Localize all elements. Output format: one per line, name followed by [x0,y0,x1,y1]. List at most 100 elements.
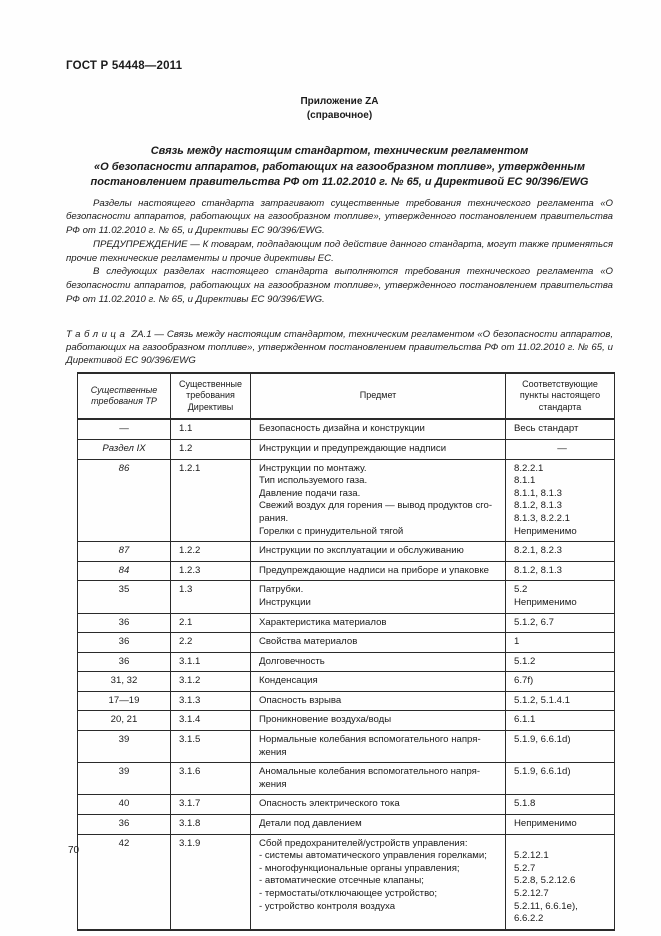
cell-standard-clauses: — [505,438,615,460]
col-header-standard-clauses: Соответствующие пункты настоящего станда… [505,372,615,421]
table-row: 36 3.1.1 Долговечность 5.1.2 [77,651,615,673]
cell-standard-clauses: 5.1.8 [505,794,615,816]
cell-subject: Патрубки. Инструкции [250,580,506,614]
table-caption-word: Таблица [66,328,129,340]
cell-tr-requirement: — [77,418,171,440]
cell-directive-requirement: 3.1.7 [170,794,251,816]
table-row: 36 2.1 Характеристика материалов 5.1.2, 6.7 [77,612,615,634]
cell-standard-clauses: 5.1.2 [505,651,615,673]
appendix-heading: Приложение ZA (справочное) [66,95,613,123]
cell-standard-clauses: 8.2.1, 8.2.3 [505,541,615,562]
table-caption: Таблица ZA.1 — Связь между настоящим ста… [66,328,613,367]
cell-standard-clauses: 8.1.2, 8.1.3 [505,560,615,582]
table-header-row: Существенные требования ТР Существенные … [77,372,615,421]
cell-subject: Опасность электрического тока [250,794,506,816]
cell-tr-requirement: Раздел IX [77,438,171,460]
col-header-tr-requirements: Существенные требования ТР [77,372,171,421]
cell-directive-requirement: 1.3 [170,580,251,614]
cell-subject: Сбой предохранителей/устройств управлени… [250,833,506,931]
table-row: Раздел IX 1.2 Инструкции и предупреждающие… [77,438,615,460]
cell-tr-requirement: 36 [77,612,171,634]
table-row: 40 3.1.7 Опасность электрического тока 5.1.… [77,794,615,816]
cell-standard-clauses: 5.1.9, 6.6.1d) [505,730,615,764]
cell-directive-requirement: 3.1.6 [170,762,251,796]
table-row: 20, 21 3.1.4 Проникновение воздуха/воды 6.1… [77,710,615,732]
cell-tr-requirement: 36 [77,632,171,653]
cell-subject: Свойства материалов [250,632,506,653]
cell-subject: Конденсация [250,671,506,692]
table-row: 35 1.3 Патрубки. Инструкции 5.2 Неприменимо [77,580,615,614]
cell-directive-requirement: 3.1.3 [170,690,251,712]
cell-directive-requirement: 3.1.8 [170,814,251,835]
document-title: Связь между настоящим стандартом, технич… [66,144,613,191]
cell-tr-requirement: 17—19 [77,690,171,712]
cell-subject: Безопасность дизайна и конструкции [250,418,506,440]
cell-tr-requirement: 36 [77,814,171,835]
cell-tr-requirement: 36 [77,651,171,673]
table-row: 17—19 3.1.3 Опасность взрыва 5.1.2, 5.1.4.1 [77,690,615,712]
table-row: 87 1.2.2 Инструкции по эксплуатации и обсл… [77,541,615,562]
table-row: 42 3.1.9 Сбой предохранителей/устройств уп… [77,833,615,931]
cell-directive-requirement: 3.1.4 [170,710,251,732]
cell-tr-requirement: 39 [77,762,171,796]
table-body: —1.1 Безопасность дизайна и конструкции Ве… [77,418,615,931]
cell-standard-clauses: Неприменимо [505,814,615,835]
paragraph-sections: В следующих разделах настоящего стандарт… [66,266,613,306]
cell-tr-requirement: 84 [77,560,171,582]
cell-subject: Предупреждающие надписи на приборе и упа… [250,560,506,582]
cell-subject: Инструкции по монтажу. Тип используемого … [250,458,506,543]
table-caption-text: ZA.1 — Связь между настоящим стандартом,… [66,328,613,366]
table-row: 31, 32 3.1.2 Конденсация 6.7f) [77,671,615,692]
cell-tr-requirement: 20, 21 [77,710,171,732]
cell-tr-requirement: 42 [77,833,171,931]
page-number: 70 [68,845,80,856]
cell-subject: Характеристика материалов [250,612,506,634]
title-line: «О безопасности аппаратов, работающих на… [94,160,585,173]
table-row: 84 1.2.3 Предупреждающие надписи на прибор… [77,560,615,582]
table-row: 36 3.1.8 Детали под давлением Неприменимо [77,814,615,835]
paragraph-warning: ПРЕДУПРЕЖДЕНИЕ — К товарам, подпадающим … [66,238,613,264]
cell-standard-clauses: Весь стандарт [505,418,615,440]
appendix-label: Приложение ZA [300,96,379,107]
cell-directive-requirement: 1.2.3 [170,560,251,582]
table-row: 86 1.2.1 Инструкции по монтажу. Тип использ… [77,458,615,543]
cell-standard-clauses: 6.1.1 [505,710,615,732]
cell-standard-clauses: 1 [505,632,615,653]
cell-standard-clauses: 6.7f) [505,671,615,692]
cell-tr-requirement: 87 [77,541,171,562]
cell-tr-requirement: 39 [77,730,171,764]
cell-directive-requirement: 2.2 [170,632,251,653]
title-line: Связь между настоящим стандартом, технич… [150,145,529,157]
cell-directive-requirement: 3.1.9 [170,833,251,931]
table-row: 39 3.1.5 Нормальные колебания вспомогатель… [77,730,615,764]
cell-standard-clauses: 5.2.12.1 5.2.7 5.2.8, 5.2.12.6 5.2.12.7 5.2.… [505,833,615,931]
cell-directive-requirement: 3.1.2 [170,671,251,692]
cell-subject: Инструкции по эксплуатации и обслуживани… [250,541,506,562]
cell-standard-clauses: 5.1.2, 5.1.4.1 [505,690,615,712]
cell-tr-requirement: 31, 32 [77,671,171,692]
cell-tr-requirement: 86 [77,458,171,543]
title-line: постановлением правительства РФ от 11.02… [90,176,589,188]
cell-directive-requirement: 1.2 [170,438,251,460]
cell-standard-clauses: 5.2 Неприменимо [505,580,615,614]
cell-subject: Проникновение воздуха/воды [250,710,506,732]
paragraph-scope: Разделы настоящего стандарта затрагивают… [66,197,613,237]
cell-directive-requirement: 2.1 [170,612,251,634]
cell-directive-requirement: 3.1.5 [170,730,251,764]
cell-tr-requirement: 40 [77,794,171,816]
cell-subject: Долговечность [250,651,506,673]
cell-subject: Аномальные колебания вспомогательного на… [250,762,506,796]
cell-subject: Детали под давлением [250,814,506,835]
cell-tr-requirement: 35 [77,580,171,614]
cell-directive-requirement: 1.2.2 [170,541,251,562]
cell-directive-requirement: 1.2.1 [170,458,251,543]
col-header-directive-requirements: Существенные требования Директивы [170,372,251,421]
table-row: —1.1 Безопасность дизайна и конструкции Ве… [77,418,615,440]
cell-subject: Опасность взрыва [250,690,506,712]
cell-standard-clauses: 5.1.9, 6.6.1d) [505,762,615,796]
cell-subject: Нормальные колебания вспомогательного на… [250,730,506,764]
body-text: Разделы настоящего стандарта затрагивают… [66,197,613,307]
correspondence-table: Существенные требования ТР Существенные … [77,371,615,931]
col-header-subject: Предмет [250,372,506,421]
